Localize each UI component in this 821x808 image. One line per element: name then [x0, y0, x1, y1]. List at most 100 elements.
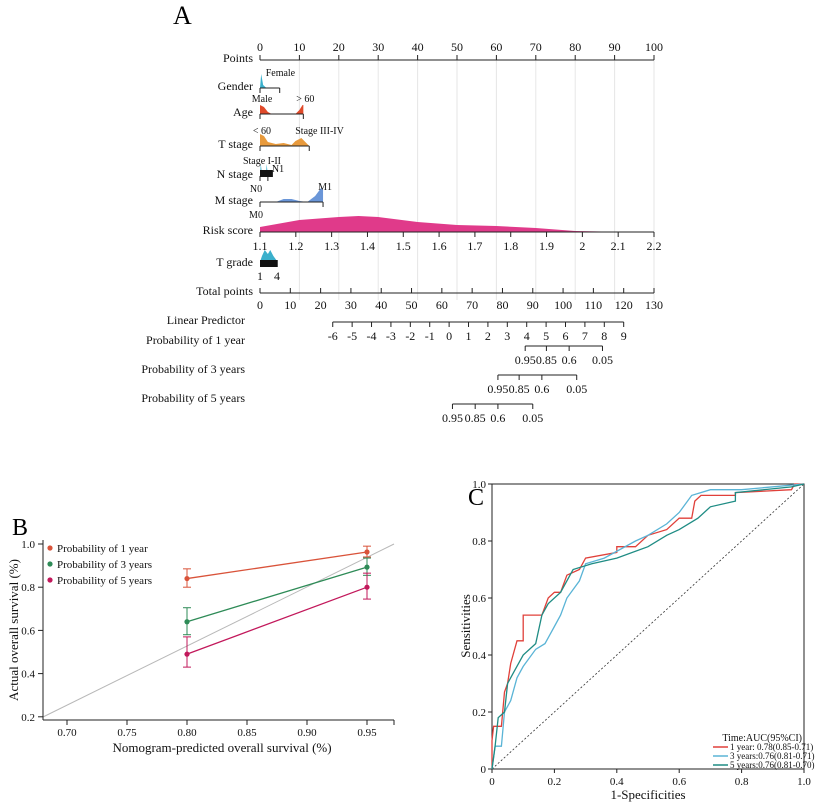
x-tick-label: 0.2: [548, 776, 562, 788]
linear-predictor-tick-label: -5: [347, 329, 357, 343]
row-label-gender: Gender: [218, 79, 253, 93]
points-tick-label: 20: [333, 40, 345, 54]
data-point: [184, 619, 190, 625]
linear-predictor-tick-label: 2: [485, 329, 491, 343]
risk-score-tick-label: 1.4: [360, 239, 375, 253]
risk-score-tick-label: 1.9: [539, 239, 554, 253]
row-label-age: Age: [233, 105, 253, 119]
risk-score-tick-label: 1.5: [396, 239, 411, 253]
total-points-tick-label: 40: [375, 298, 387, 312]
row-label-risk-score: Risk score: [203, 223, 253, 237]
panel-label-c: C: [468, 485, 484, 511]
roc-curve: [491, 483, 805, 770]
total-points-tick-label: 60: [436, 298, 448, 312]
total-points-tick-label: 100: [554, 298, 572, 312]
data-point: [364, 584, 370, 590]
y-tick-label: 0.4: [472, 650, 486, 662]
probability-tick-label: 0.6: [562, 353, 577, 367]
annotation-t-stage: < 60: [253, 126, 271, 137]
x-tick-label: 0: [489, 776, 495, 788]
points-tick-label: 80: [569, 40, 581, 54]
probability-tick-label: 0.95: [515, 353, 536, 367]
roc-curve: [491, 483, 805, 770]
y-axis-label: Actual overall survival (%): [6, 559, 21, 701]
series-line: [186, 586, 368, 655]
y-tick-label: 1.0: [472, 479, 486, 491]
legend-label: Probability of 5 years: [57, 575, 152, 587]
panel-label-b: B: [12, 515, 28, 541]
y-tick-label: 0.2: [21, 712, 35, 724]
total-points-tick-label: 120: [615, 298, 633, 312]
reference-diagonal-line: [42, 543, 395, 718]
points-tick-label: 90: [609, 40, 621, 54]
risk-score-tick-label: 1.3: [324, 239, 339, 253]
legend-label: 3 years:0.76(0.81-0.71): [730, 751, 814, 761]
legend-label: Probability of 3 years: [57, 559, 152, 571]
legend-marker: [47, 545, 53, 551]
row-label-points: Points: [223, 51, 253, 65]
risk-score-tick-label: 1.1: [253, 239, 268, 253]
linear-predictor-tick-label: 7: [582, 329, 588, 343]
risk-score-tick-label: 2: [579, 239, 585, 253]
plot-frame: [491, 483, 805, 770]
x-tick-label: 0.8: [735, 776, 749, 788]
y-tick-label: 1.0: [21, 539, 35, 551]
data-point: [184, 651, 190, 657]
chance-diagonal-line: [491, 483, 805, 770]
total-points-tick-label: 30: [345, 298, 357, 312]
age-density: [260, 105, 304, 114]
y-tick-label: 0.6: [472, 593, 486, 605]
series-line: [186, 551, 368, 580]
x-tick-label: 0.75: [117, 727, 137, 739]
risk-score-tick-label: 1.8: [503, 239, 518, 253]
risk-score-density: [260, 216, 654, 232]
points-tick-label: 30: [372, 40, 384, 54]
linear-predictor-tick-label: 3: [504, 329, 510, 343]
x-tick-label: 0.85: [237, 727, 257, 739]
row-label-t-grade: T grade: [216, 255, 253, 269]
probability-tick-label: 0.95: [487, 382, 508, 396]
risk-score-tick-label: 2.1: [611, 239, 626, 253]
y-tick-label: 0.2: [472, 707, 486, 719]
t-grade-tick-label: 4: [274, 269, 280, 283]
nomogram: Points 0 10 20 30 40 50 60 70 80 90 100 Gender Female…: [141, 40, 663, 425]
x-tick-label: 0.70: [57, 727, 77, 739]
probability-tick-label: 0.85: [509, 382, 530, 396]
linear-predictor-tick-label: 8: [601, 329, 607, 343]
y-tick-label: 0.8: [472, 536, 486, 548]
row-label-t-stage: T stage: [218, 137, 253, 151]
legend-title: Time:AUC(95%CI): [722, 733, 802, 744]
linear-predictor-tick-label: 0: [446, 329, 452, 343]
n-stage-category-bar: [260, 170, 273, 177]
data-point: [364, 549, 370, 555]
linear-predictor-tick-label: 5: [543, 329, 549, 343]
probability-tick-label: 0.05: [592, 353, 613, 367]
total-points-tick-label: 90: [527, 298, 539, 312]
legend-marker: [47, 561, 53, 567]
row-label-m-stage: M stage: [215, 193, 253, 207]
calibration-plot: 0.70 0.75 0.80 0.85 0.90 0.95 0.2 0.4 0.6 0.8 1.0 N…: [6, 539, 395, 755]
probability-tick-label: 0.05: [566, 382, 587, 396]
points-tick-label: 70: [530, 40, 542, 54]
total-points-tick-label: 70: [466, 298, 478, 312]
x-tick-label: 0.95: [357, 727, 377, 739]
total-points-tick-label: 10: [284, 298, 296, 312]
y-tick-label: 0.6: [21, 625, 35, 637]
annotation-m-stage: M0: [249, 210, 263, 221]
row-label-total-points: Total points: [196, 284, 253, 298]
row-label-linear-predictor: Linear Predictor: [167, 313, 245, 327]
linear-predictor-tick-label: 4: [524, 329, 530, 343]
total-points-tick-label: 80: [496, 298, 508, 312]
probability-tick-label: 0.6: [534, 382, 549, 396]
row-label-probability: Probability of 5 years: [141, 391, 245, 405]
x-tick-label: 0.80: [177, 727, 197, 739]
annotation-gender: Female: [266, 68, 296, 79]
annotation-age: > 60: [296, 94, 314, 105]
x-tick-label: 0.4: [610, 776, 624, 788]
x-tick-label: 1.0: [797, 776, 811, 788]
linear-predictor-tick-label: 6: [563, 329, 569, 343]
points-tick-label: 40: [412, 40, 424, 54]
t-grade-category-bar: [260, 260, 278, 267]
points-tick-label: 50: [451, 40, 463, 54]
row-label-probability: Probability of 1 year: [146, 333, 245, 347]
